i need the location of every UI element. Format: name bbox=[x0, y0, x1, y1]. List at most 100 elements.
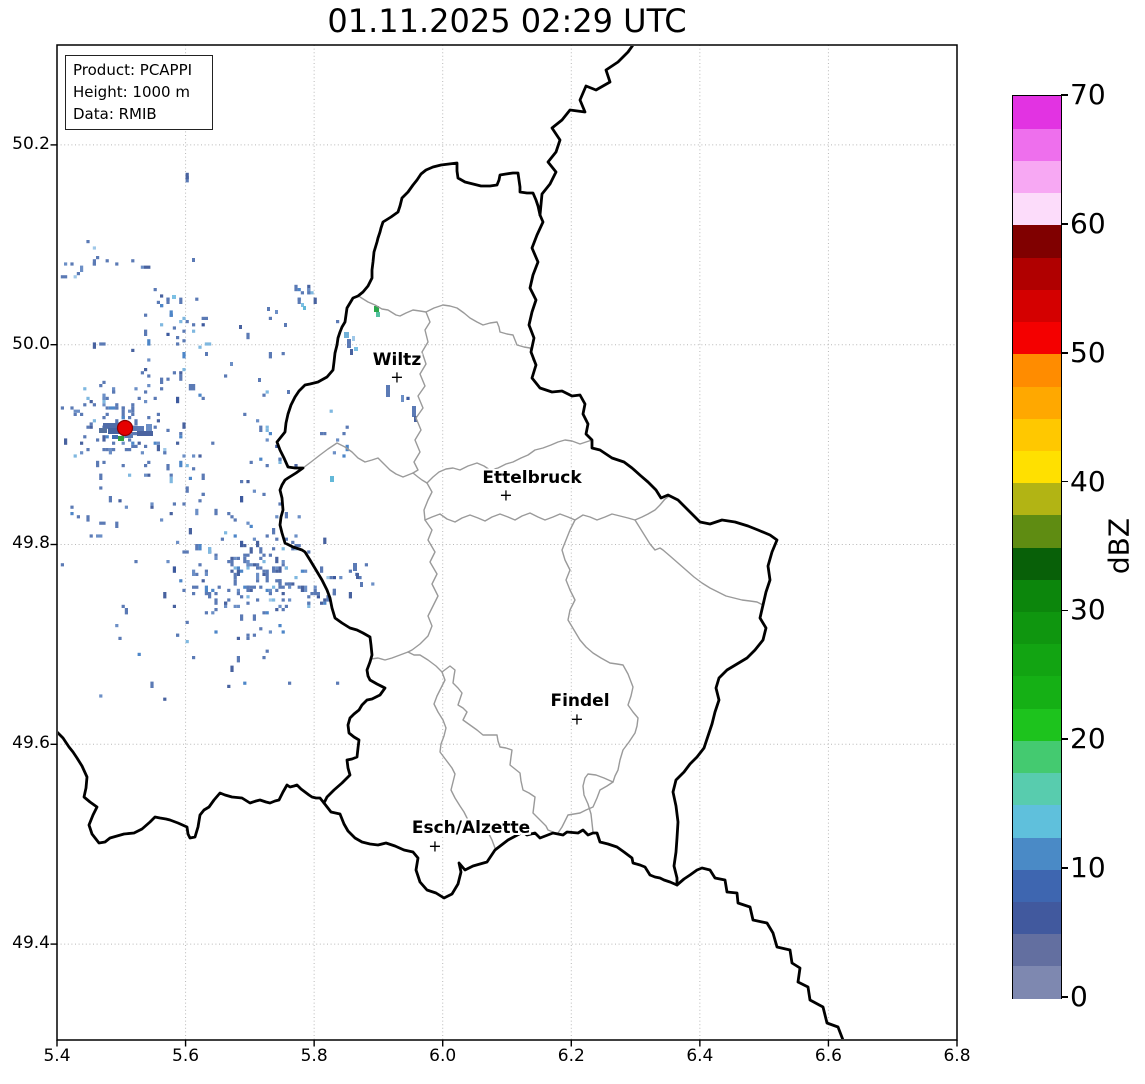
y-tick-label: 50.2 bbox=[12, 133, 50, 154]
radar-echo-cell bbox=[240, 496, 244, 503]
radar-echo-cell bbox=[112, 448, 116, 452]
radar-echo-cell bbox=[246, 480, 250, 484]
radar-echo-cell bbox=[137, 441, 141, 445]
radar-echo-cell bbox=[246, 633, 250, 637]
radar-echo-cell bbox=[236, 569, 240, 576]
radar-echo-cell bbox=[265, 438, 269, 442]
radar-echo-cell bbox=[265, 569, 269, 576]
radar-echo-cell bbox=[246, 332, 250, 340]
radar-echo-cell bbox=[99, 486, 103, 490]
radar-echo-cell bbox=[128, 438, 132, 442]
y-tick-label: 50.0 bbox=[12, 333, 50, 354]
radar-echo-cell bbox=[313, 585, 317, 589]
radar-echo-cell bbox=[185, 172, 189, 180]
radar-echo-cell bbox=[208, 547, 212, 554]
radar-echo-cell bbox=[188, 384, 196, 391]
district-border bbox=[370, 519, 439, 661]
radar-echo-cell bbox=[176, 336, 180, 340]
radar-echo-cell bbox=[240, 595, 244, 599]
radar-echo-cell bbox=[201, 323, 205, 327]
radar-echo-cell bbox=[265, 428, 269, 432]
radar-echo-cell bbox=[153, 441, 157, 445]
radar-echo-cell bbox=[134, 387, 138, 391]
radar-echo-cell bbox=[198, 563, 202, 567]
radar-echo-cell bbox=[326, 595, 330, 602]
radar-echo-cell bbox=[153, 425, 157, 429]
radar-echo-cell bbox=[137, 652, 141, 656]
radar-echo-cell bbox=[259, 585, 263, 589]
colorbar-tick-label: 10 bbox=[1070, 850, 1106, 884]
radar-echo-cell bbox=[131, 432, 138, 436]
radar-echo-cell bbox=[284, 323, 287, 327]
radar-echo-cell bbox=[179, 320, 183, 324]
radar-echo-cell bbox=[262, 553, 266, 557]
colorbar-segment bbox=[1013, 933, 1061, 967]
city-marker: + bbox=[390, 367, 404, 387]
radar-echo-cell bbox=[89, 400, 93, 404]
radar-echo-cell bbox=[259, 457, 263, 461]
radar-echo-cell bbox=[233, 556, 237, 560]
radar-echo-cell bbox=[294, 464, 298, 468]
radar-echo-cell bbox=[259, 556, 263, 560]
radar-echo-cell bbox=[182, 339, 186, 343]
radar-echo-cell bbox=[201, 316, 208, 320]
radar-echo-cell bbox=[246, 563, 253, 567]
colorbar-tick bbox=[1061, 351, 1068, 354]
radar-echo-cell bbox=[236, 604, 240, 608]
radar-echo-cell bbox=[182, 422, 186, 429]
colorbar-tick bbox=[1061, 480, 1068, 483]
radar-echo-cell bbox=[275, 444, 279, 448]
radar-echo-cell bbox=[256, 579, 260, 583]
radar-echo-cell bbox=[204, 592, 208, 596]
radar-echo-cell bbox=[262, 560, 266, 564]
radar-echo-cell bbox=[144, 265, 151, 269]
radar-echo-cell bbox=[233, 518, 237, 522]
radar-echo-cell bbox=[105, 435, 109, 439]
radar-echo-cell bbox=[336, 681, 340, 685]
x-tick-label: 5.6 bbox=[172, 1046, 200, 1066]
radar-echo-cell bbox=[329, 576, 333, 580]
radar-echo-cell bbox=[182, 316, 186, 320]
radar-echo-cell bbox=[233, 566, 237, 570]
radar-echo-cell bbox=[272, 547, 276, 551]
radar-echo-cell bbox=[115, 624, 119, 628]
radar-echo-cell bbox=[272, 598, 276, 602]
radar-echo-cell bbox=[86, 448, 90, 452]
radar-echo-cell bbox=[89, 534, 93, 538]
radar-echo-cell bbox=[92, 403, 96, 407]
radar-echo-cell bbox=[243, 412, 247, 416]
radar-echo-cell bbox=[166, 464, 170, 471]
info-box: Product: PCAPPI Height: 1000 m Data: RMI… bbox=[65, 55, 213, 130]
radar-echo-cell bbox=[160, 304, 164, 308]
radar-echo-cell bbox=[70, 512, 74, 516]
country-border-neighbor bbox=[675, 866, 845, 1039]
radar-echo-cell bbox=[99, 342, 106, 346]
radar-echo-cell bbox=[313, 297, 317, 304]
radar-echo-cell bbox=[265, 390, 269, 394]
district-border bbox=[359, 296, 534, 361]
radar-echo-cell bbox=[252, 489, 256, 493]
radar-echo-cell bbox=[80, 451, 84, 455]
colorbar-segment bbox=[1013, 160, 1061, 194]
radar-echo-cell bbox=[192, 467, 196, 471]
radar-echo-cell bbox=[320, 566, 324, 573]
colorbar-tick bbox=[1061, 867, 1068, 870]
radar-echo-cell bbox=[70, 505, 74, 509]
radar-echo-cell bbox=[297, 585, 301, 589]
radar-echo-cell bbox=[121, 441, 125, 445]
radar-echo-cell bbox=[256, 540, 260, 548]
radar-echo-cell bbox=[236, 556, 240, 560]
radar-echo-cell bbox=[185, 620, 189, 624]
radar-echo-cell bbox=[121, 416, 125, 420]
radar-echo-cell bbox=[294, 534, 298, 538]
radar-echo-cell bbox=[294, 544, 301, 548]
radar-echo-cell bbox=[275, 579, 282, 583]
grid-lines bbox=[57, 45, 957, 1040]
radar-echo-cell bbox=[227, 588, 231, 592]
radar-echo-cell bbox=[353, 563, 357, 571]
radar-echo-cell bbox=[288, 681, 292, 685]
radar-echo-cell bbox=[198, 393, 202, 397]
district-border bbox=[302, 442, 428, 484]
city-marker: + bbox=[428, 836, 442, 856]
radar-echo-cell bbox=[284, 537, 288, 541]
